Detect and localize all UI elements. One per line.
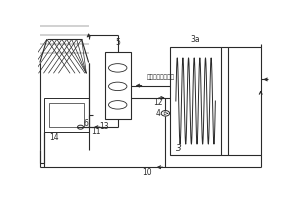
Text: 4: 4: [156, 109, 161, 118]
Text: 12: 12: [154, 98, 163, 107]
Text: 6: 6: [84, 119, 89, 128]
Text: 3: 3: [176, 144, 182, 153]
Bar: [228, 47, 261, 155]
Text: 10: 10: [142, 168, 152, 177]
Text: 产品气体送至用户: 产品气体送至用户: [147, 74, 175, 80]
Text: 5: 5: [115, 38, 120, 47]
Text: 3a: 3a: [191, 35, 200, 44]
Bar: [44, 98, 89, 132]
Bar: [49, 103, 84, 127]
Ellipse shape: [109, 82, 127, 91]
Bar: [105, 52, 130, 119]
Text: 14: 14: [49, 133, 58, 142]
Ellipse shape: [109, 101, 127, 109]
Text: 13: 13: [99, 122, 109, 131]
Text: 11: 11: [91, 127, 100, 136]
Ellipse shape: [109, 64, 127, 72]
Bar: [170, 47, 221, 155]
